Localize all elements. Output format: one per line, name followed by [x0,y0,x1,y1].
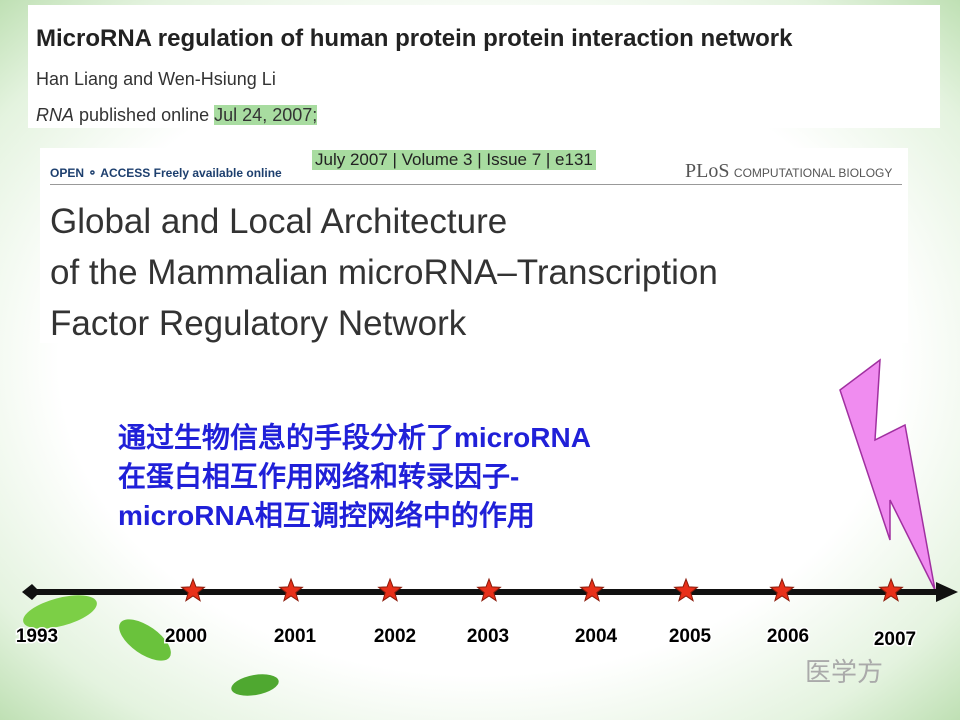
issue: July 2007 | Volume 3 | Issue 7 | e131 [312,150,596,170]
plos-journal: COMPUTATIONAL BIOLOGY [733,166,893,180]
year-label: 1993 [16,626,58,647]
rule [50,184,902,185]
plos-logo: PLoS COMPUTATIONAL BIOLOGY [685,160,892,183]
published: published online [79,105,210,125]
star [180,577,206,602]
year-label: 2005 [669,626,712,647]
plos: PLoS [685,160,730,182]
year-label: 2006 [767,626,809,647]
leaf [23,595,97,629]
open: OPEN [50,166,85,180]
year-label: 2003 [467,626,509,647]
summary-line: 在蛋白相互作用网络和转录因子- [118,461,520,492]
star [579,577,605,602]
summary: 通过生物信息的手段分析了microRNA 在蛋白相互作用网络和转录因子-micro… [118,418,591,535]
date: Jul 24, 2007; [214,105,318,125]
title-line: of the Mammalian microRNA–Transcription [50,253,718,292]
journal: RNA [36,105,75,125]
paper1-title: MicroRNA regulation of human protein pro… [36,25,793,52]
axis-start [22,584,40,600]
access: ACCESS [100,166,151,180]
star [278,577,304,602]
free: Freely available online [153,166,282,180]
title-line: Global and Local Architecture [50,202,508,241]
year-label: 2002 [374,626,416,647]
year-label: 2000 [165,626,207,647]
star [377,577,403,602]
leaf [231,674,279,696]
year-label: 2004 [575,626,618,647]
paper2-title: Global and Local Architecture of the Mamm… [50,196,718,349]
star [878,577,904,602]
paper1-journal-line: RNA published online Jul 24, 2007; [36,105,318,126]
leaf [119,619,171,661]
axis-arrow [936,582,958,602]
year-label: 2007 [874,629,916,650]
paper1-authors: Han Liang and Wen-Hsiung Li [36,69,276,89]
watermark: 医学方 [805,657,884,687]
star [673,577,699,602]
star [769,577,795,602]
title-line: Factor Regulatory Network [50,304,467,343]
lightning [839,358,936,591]
summary-line: microRNA相互调控网络中的作用 [118,500,535,531]
paper1-box: MicroRNA regulation of human protein pro… [28,5,940,128]
open-access: OPEN ⚬ ACCESS Freely available online [50,166,282,180]
star [476,577,502,602]
year-label: 2001 [274,626,317,647]
paper2-box: OPEN ⚬ ACCESS Freely available online Ju… [40,148,908,343]
summary-line: 通过生物信息的手段分析了microRNA [118,422,591,453]
